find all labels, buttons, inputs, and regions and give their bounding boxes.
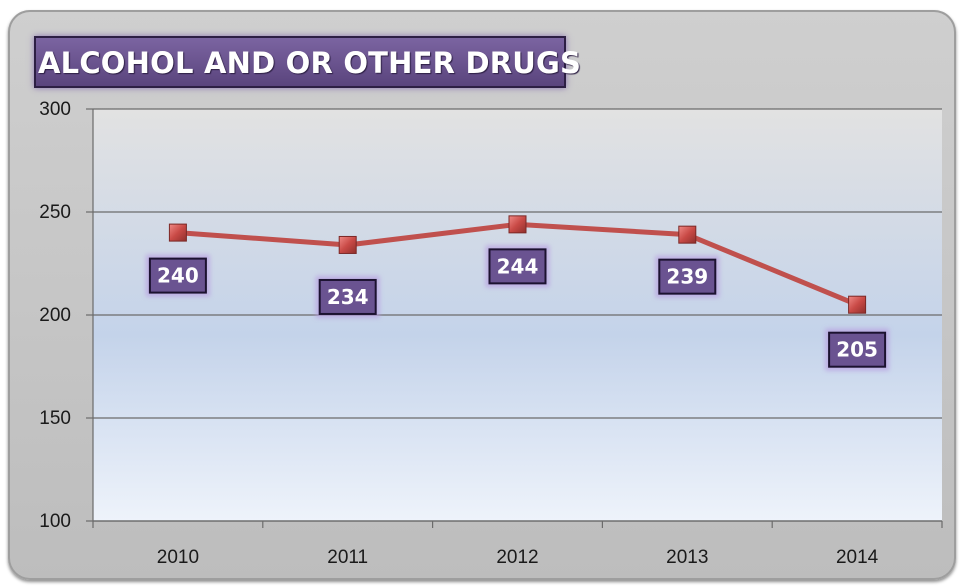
data-label-text: 239: [666, 265, 708, 289]
y-tick-label: 250: [39, 202, 71, 223]
x-tick-label: 2013: [666, 547, 708, 568]
data-label: 205: [825, 328, 890, 371]
data-label-box: [828, 331, 887, 368]
x-tick-label: 2011: [327, 547, 368, 568]
chart-title-box: [34, 36, 566, 88]
data-point-marker: [848, 295, 867, 314]
data-point-marker: [168, 223, 187, 242]
x-tick-label: 2014: [836, 547, 879, 568]
data-point-marker: [338, 235, 357, 254]
data-label-box: [148, 257, 207, 294]
y-tick-label: 200: [39, 305, 71, 326]
data-label-text: 234: [327, 285, 369, 309]
data-label-box: [658, 258, 717, 295]
data-label: 244: [485, 245, 550, 288]
data-label-box: [488, 248, 547, 285]
data-label: 234: [315, 275, 380, 318]
data-label-text: 244: [497, 254, 539, 278]
x-tick-label: 2010: [157, 547, 199, 568]
data-point-marker: [508, 215, 527, 234]
data-point-marker: [678, 225, 697, 244]
data-label-text: 205: [836, 338, 878, 362]
y-tick-label: 100: [39, 511, 71, 532]
data-label: 240: [145, 254, 210, 297]
data-label-box: [318, 278, 377, 315]
y-tick-label: 150: [39, 408, 71, 429]
data-label-text: 240: [157, 264, 199, 288]
x-tick-label: 2012: [496, 547, 538, 568]
data-label: 239: [655, 255, 720, 298]
chart-title: ALCOHOL AND OR OTHER DRUGS: [38, 46, 582, 80]
y-tick-label: 300: [39, 99, 71, 120]
